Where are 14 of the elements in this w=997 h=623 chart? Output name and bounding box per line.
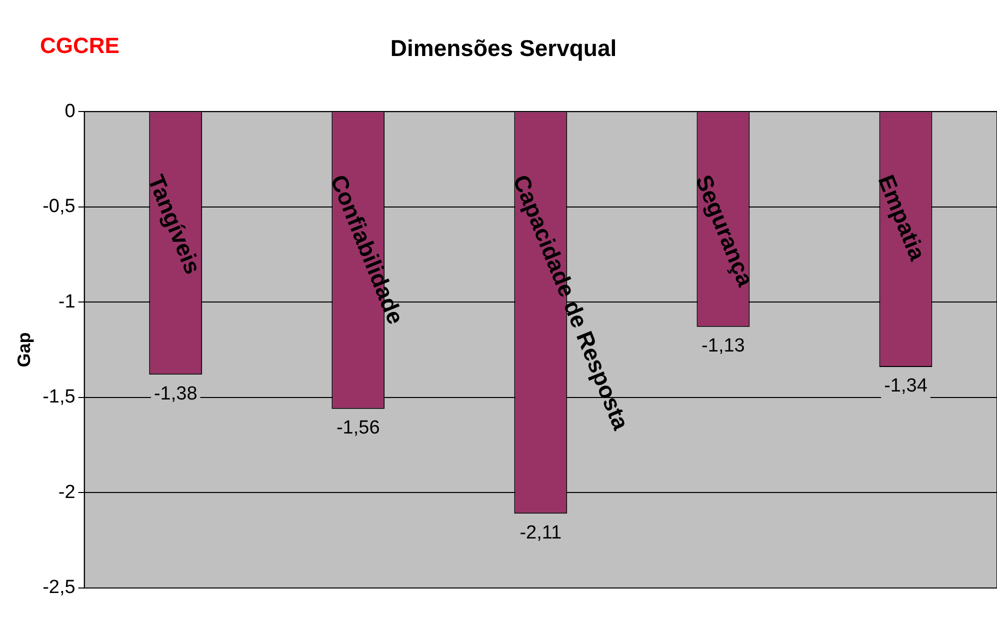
y-tick-label: -1 [58, 291, 76, 312]
y-tick-label: 0 [64, 100, 76, 122]
y-tick-label: -2,5 [42, 577, 76, 598]
data-label: -1,56 [336, 418, 380, 439]
data-label: -1,38 [154, 383, 198, 404]
y-tick-label: -2 [58, 482, 76, 503]
data-label: -1,34 [884, 376, 928, 397]
y-axis-title: Gap [14, 332, 34, 368]
chart-title: Dimensões Servqual [390, 35, 617, 62]
y-tick-label: -1,5 [42, 386, 76, 408]
y-tick-label: -0,5 [42, 196, 76, 218]
data-label: -1,13 [702, 336, 745, 357]
text: CGCRE [40, 33, 120, 58]
data-label: -2,11 [520, 522, 562, 544]
